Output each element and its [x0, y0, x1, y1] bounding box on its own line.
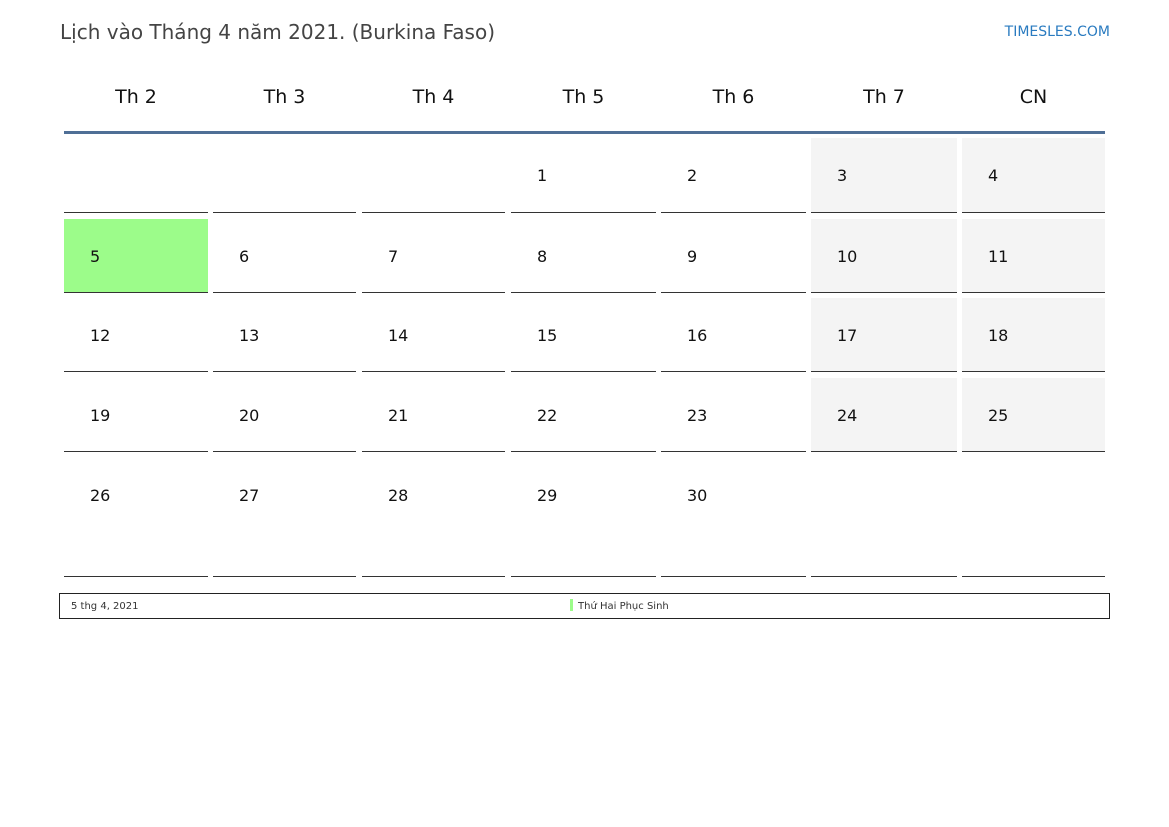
day-cell[interactable]: 20: [213, 378, 356, 452]
day-number: 28: [388, 486, 409, 505]
weekday-header: CN: [1019, 86, 1048, 108]
day-number: 30: [687, 486, 708, 505]
legend-date: 5 thg 4, 2021: [71, 601, 139, 612]
day-number: 11: [988, 247, 1009, 266]
day-cell[interactable]: 9: [661, 219, 806, 293]
day-cell[interactable]: 29: [511, 458, 656, 577]
weekday-header: Th 4: [412, 86, 455, 108]
day-cell[interactable]: 4: [962, 138, 1105, 213]
empty-cell: [362, 138, 505, 213]
day-number: 8: [537, 247, 548, 266]
empty-cell: [213, 138, 356, 213]
empty-cell: [811, 458, 957, 577]
day-cell[interactable]: 22: [511, 378, 656, 452]
day-number: 3: [837, 166, 848, 185]
day-cell[interactable]: 1: [511, 138, 656, 213]
day-number: 19: [90, 406, 111, 425]
day-number: 5: [90, 247, 101, 266]
page-title: Lịch vào Tháng 4 năm 2021. (Burkina Faso…: [60, 20, 495, 44]
day-number: 16: [687, 326, 708, 345]
day-number: 10: [837, 247, 858, 266]
weekday-header: Th 5: [562, 86, 605, 108]
day-cell[interactable]: 13: [213, 298, 356, 372]
header-divider: [64, 131, 1105, 134]
day-number: 9: [687, 247, 698, 266]
weekday-header: Th 7: [863, 86, 905, 108]
day-cell[interactable]: 5: [64, 219, 208, 293]
day-cell[interactable]: 10: [811, 219, 957, 293]
day-number: 22: [537, 406, 558, 425]
empty-cell: [64, 138, 208, 213]
day-cell[interactable]: 28: [362, 458, 505, 577]
day-number: 17: [837, 326, 858, 345]
day-cell[interactable]: 14: [362, 298, 505, 372]
day-number: 14: [388, 326, 409, 345]
day-number: 25: [988, 406, 1009, 425]
weekday-header: Th 3: [263, 86, 306, 108]
day-cell[interactable]: 15: [511, 298, 656, 372]
day-number: 18: [988, 326, 1009, 345]
day-number: 2: [687, 166, 698, 185]
day-cell[interactable]: 23: [661, 378, 806, 452]
holiday-legend: 5 thg 4, 2021 Thứ Hai Phục Sinh: [59, 593, 1110, 619]
day-number: 6: [239, 247, 250, 266]
legend-color-marker: [570, 599, 573, 611]
day-number: 21: [388, 406, 409, 425]
day-cell[interactable]: 3: [811, 138, 957, 213]
day-cell[interactable]: 7: [362, 219, 505, 293]
day-cell[interactable]: 17: [811, 298, 957, 372]
day-number: 13: [239, 326, 260, 345]
weekday-header: Th 2: [115, 86, 157, 108]
day-number: 20: [239, 406, 260, 425]
day-cell[interactable]: 11: [962, 219, 1105, 293]
day-cell[interactable]: 27: [213, 458, 356, 577]
day-number: 24: [837, 406, 858, 425]
day-number: 29: [537, 486, 558, 505]
day-cell[interactable]: 2: [661, 138, 806, 213]
day-number: 4: [988, 166, 999, 185]
weekday-header: Th 6: [712, 86, 755, 108]
day-cell[interactable]: 30: [661, 458, 806, 577]
day-number: 23: [687, 406, 708, 425]
day-cell[interactable]: 26: [64, 458, 208, 577]
site-link[interactable]: TIMESLES.COM: [1004, 24, 1110, 40]
day-cell[interactable]: 25: [962, 378, 1105, 452]
day-cell[interactable]: 12: [64, 298, 208, 372]
day-number: 7: [388, 247, 399, 266]
day-cell[interactable]: 21: [362, 378, 505, 452]
day-number: 15: [537, 326, 558, 345]
day-cell[interactable]: 19: [64, 378, 208, 452]
day-cell[interactable]: 6: [213, 219, 356, 293]
day-number: 27: [239, 486, 260, 505]
day-number: 26: [90, 486, 111, 505]
legend-holiday-name: Thứ Hai Phục Sinh: [578, 601, 669, 612]
day-number: 12: [90, 326, 111, 345]
day-cell[interactable]: 18: [962, 298, 1105, 372]
day-cell[interactable]: 8: [511, 219, 656, 293]
day-cell[interactable]: 16: [661, 298, 806, 372]
day-number: 1: [537, 166, 548, 185]
day-cell[interactable]: 24: [811, 378, 957, 452]
empty-cell: [962, 458, 1105, 577]
